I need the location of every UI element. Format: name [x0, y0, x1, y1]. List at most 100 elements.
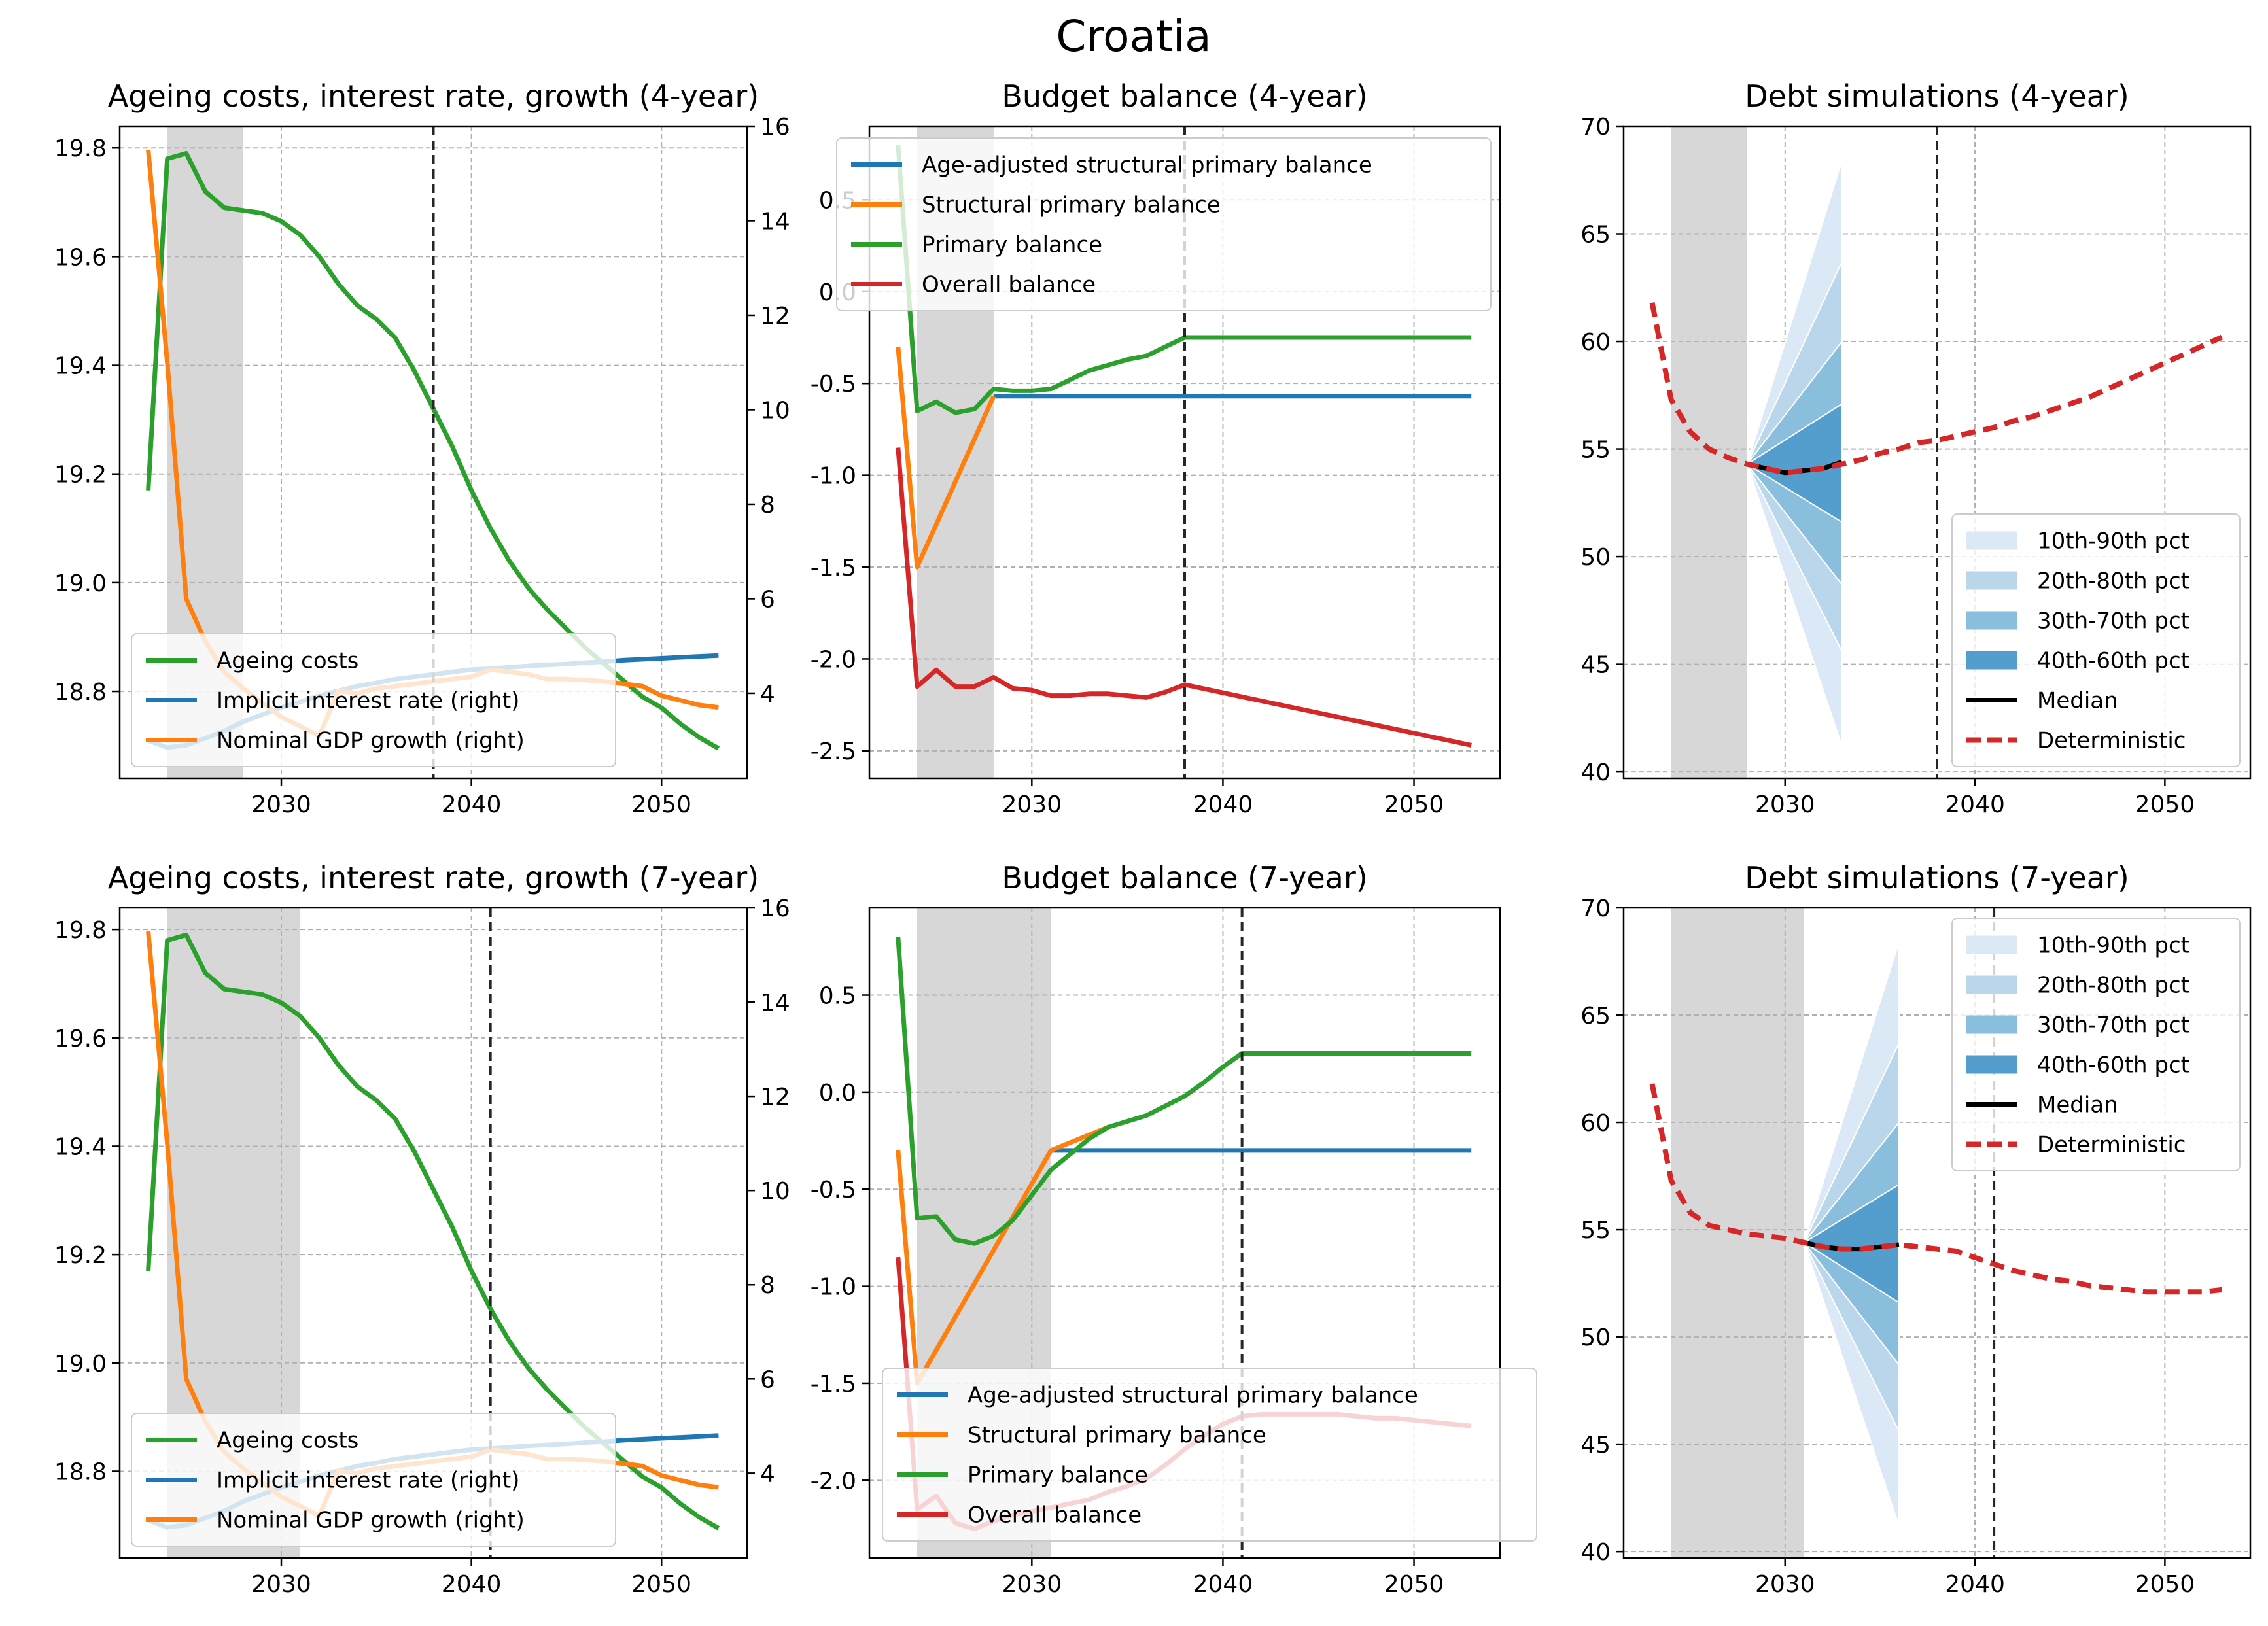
y-tick-label: 18.8 — [54, 679, 107, 706]
panel-ageing7: 2030 2040 2050 18.8 19.0 19.2 19.4 19.6 19.8 4 6 8 1… — [54, 860, 790, 1598]
x-tick-label: 2040 — [1193, 1571, 1253, 1598]
deterministic-line — [1649, 1083, 2222, 1295]
x-tick-label: 2050 — [2135, 791, 2195, 818]
series-line-structural-primary-balance — [896, 346, 996, 570]
axes-frame — [118, 907, 748, 1559]
y2-tick-label: 10 — [760, 1178, 790, 1205]
legend-box — [882, 1368, 1537, 1542]
legend-label: Implicit interest rate (right) — [217, 688, 519, 714]
y-tick-label: 45 — [1580, 652, 1611, 679]
legend-label: 40th-60th pct — [2037, 648, 2189, 674]
x-tick-label: 2050 — [1384, 1571, 1444, 1598]
y2-tick-label: 4 — [760, 1461, 775, 1487]
adjustment-period-shade — [1671, 126, 1747, 778]
y-tick-label: 19.2 — [54, 1242, 107, 1269]
y-tick-label: 19.4 — [54, 1133, 107, 1160]
y-tick-label: 50 — [1580, 1324, 1611, 1351]
y-tick-label: -1.0 — [811, 1274, 856, 1301]
axes-frame — [1622, 125, 2252, 780]
legend-swatch — [1966, 611, 2017, 630]
plot-content — [896, 144, 1472, 748]
legend-swatch — [1966, 1015, 2017, 1034]
x-tick-label: 2030 — [1755, 791, 1815, 818]
series-line-overall-balance — [896, 447, 1472, 748]
y-tick-label: 19.4 — [54, 353, 107, 380]
y-tick-label: 70 — [1580, 114, 1611, 141]
legend-swatch — [1966, 935, 2017, 954]
panel-title: Debt simulations (4-year) — [1745, 78, 2129, 114]
y2-tick-label: 14 — [760, 990, 790, 1016]
y-tick-label: -0.5 — [811, 1177, 856, 1203]
legend-label: Median — [2037, 688, 2118, 714]
y-tick-label: 19.6 — [54, 244, 107, 271]
deterministic-line — [1649, 302, 2224, 476]
x-tick-label: 2050 — [1384, 791, 1444, 818]
legend-label: Primary balance — [922, 232, 1102, 258]
legend-label: 30th-70th pct — [2037, 1012, 2189, 1039]
series-line-ageing-costs — [146, 932, 720, 1531]
y2-tick-label: 6 — [760, 1366, 775, 1393]
legend-label: Ageing costs — [217, 1428, 358, 1454]
fan-band-40th-60th-pct — [1802, 1183, 1900, 1304]
panel-budget4: 203020402050-2.5-2.0-1.5-1.0-0.50.00.5Bu… — [811, 78, 1501, 818]
y-tick-label: 55 — [1580, 437, 1611, 464]
legend-label: Age-adjusted structural primary balance — [968, 1383, 1418, 1409]
y2-tick-label: 8 — [760, 1272, 775, 1299]
y-tick-label: -2.0 — [811, 646, 856, 673]
legend: 10th-90th pct 20th-80th pct 30th-70th pct 4… — [1951, 918, 2241, 1171]
legend-label: 20th-80th pct — [2037, 973, 2189, 999]
panel-budget7: 2030 2040 2050 -2.0 -1.5 -1.0 -0.5 0.0 0.5 Budget… — [811, 860, 1537, 1598]
plot-content — [1649, 942, 2222, 1527]
legend-box — [131, 633, 616, 767]
y-tick-label: 65 — [1580, 222, 1611, 249]
panels-group: 2030 2040 2050 18.8 19.0 19.2 19.4 19.6 19.8 4 6 8 1… — [54, 78, 2252, 1598]
legend: Ageing costs Implicit interest rate (righ… — [131, 1413, 616, 1547]
series-line-structural-primary-balance — [896, 1125, 1109, 1386]
y2-tick-label: 12 — [760, 1084, 790, 1111]
y-tick-label: 40 — [1580, 759, 1611, 786]
y-tick-label: 65 — [1580, 1003, 1611, 1029]
y-tick-label: -1.0 — [811, 463, 856, 490]
y-tick-label: 0.5 — [819, 983, 856, 1010]
panel-title: Ageing costs, interest rate, growth (7-y… — [108, 860, 759, 895]
y-tick-label: 60 — [1580, 1110, 1611, 1137]
x-tick-label: 2030 — [251, 1571, 311, 1598]
panel-ageing4: 2030 2040 2050 18.8 19.0 19.2 19.4 19.6 19.8 4 6 8 1… — [54, 78, 790, 818]
panel-title: Budget balance (4-year) — [1002, 78, 1367, 114]
legend-label: Overall balance — [968, 1502, 1142, 1529]
legend: 10th-90th pct 20th-80th pct 30th-70th pct 4… — [1951, 513, 2241, 767]
legend-label: Implicit interest rate (right) — [217, 1468, 519, 1494]
y-tick-label: 19.8 — [54, 135, 107, 162]
series-line-primary-balance — [896, 937, 1472, 1246]
y-tick-label: 55 — [1580, 1217, 1611, 1244]
y-tick-label: 0.0 — [819, 1080, 856, 1107]
x-tick-label: 2040 — [442, 1571, 502, 1598]
y-tick-label: 60 — [1580, 329, 1611, 356]
legend-label: Structural primary balance — [968, 1423, 1266, 1449]
y-tick-label: -1.5 — [811, 555, 856, 581]
legend-label: Deterministic — [2037, 728, 2186, 754]
y2-tick-label: 14 — [760, 208, 790, 235]
legend-swatch — [1966, 651, 2017, 670]
panel-debt4: 2030 2040 2050 40 45 50 55 60 65 70 Debt simulatio… — [1580, 78, 2252, 818]
legend-box — [1951, 918, 2241, 1171]
plot-content — [1649, 160, 2224, 746]
legend-box — [1951, 513, 2241, 767]
panel-title: Budget balance (7-year) — [1002, 860, 1367, 895]
y-tick-label: -2.5 — [811, 738, 856, 765]
legend-label: 30th-70th pct — [2037, 608, 2189, 634]
legend-label: 40th-60th pct — [2037, 1052, 2189, 1079]
y2-tick-label: 8 — [760, 492, 775, 519]
y2-tick-label: 16 — [760, 114, 790, 141]
y-tick-label: 19.2 — [54, 462, 107, 489]
y-tick-label: -0.5 — [811, 371, 856, 398]
y-tick-label: -1.5 — [811, 1371, 856, 1398]
x-tick-label: 2040 — [1945, 791, 2005, 818]
panel-title: Debt simulations (7-year) — [1745, 860, 2129, 895]
legend-label: 20th-80th pct — [2037, 568, 2189, 595]
x-tick-label: 2050 — [631, 791, 691, 818]
panel-title: Ageing costs, interest rate, growth (4-y… — [108, 78, 759, 114]
legend-label: 10th-90th pct — [2037, 933, 2189, 959]
legend-swatch — [1966, 975, 2017, 994]
y-tick-label: 70 — [1580, 895, 1611, 922]
